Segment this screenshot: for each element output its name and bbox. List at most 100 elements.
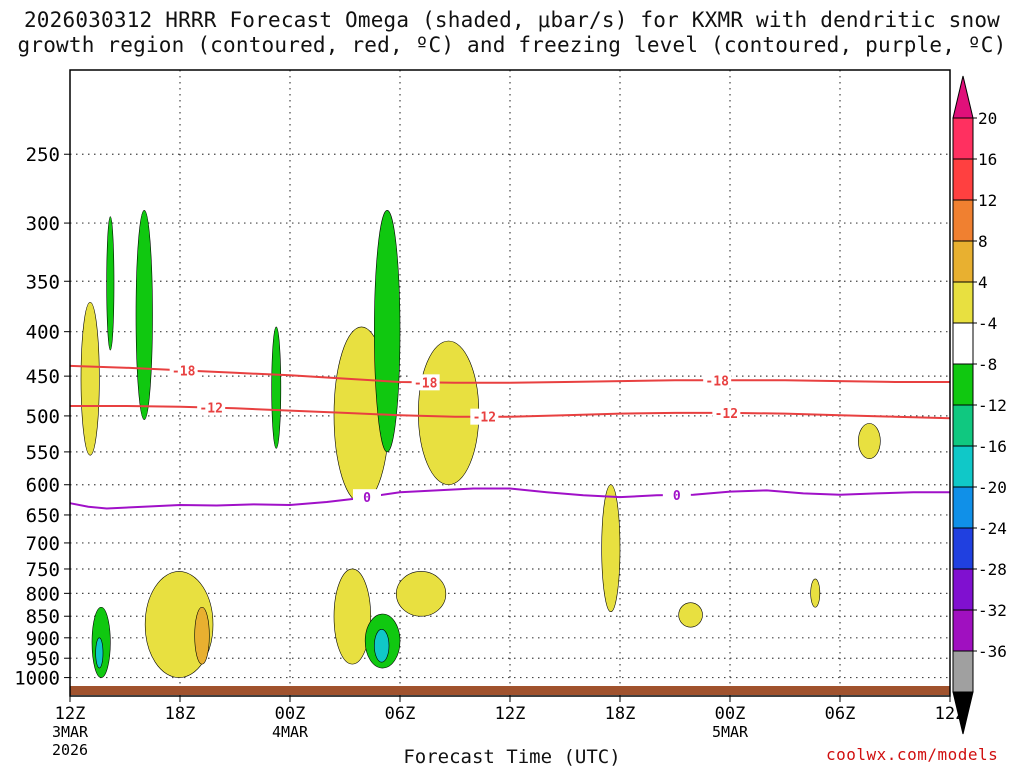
freezing-level-contour-label-bg — [662, 486, 691, 503]
dgz-minus18-contour — [69, 364, 950, 384]
colorbar-segment — [952, 158, 974, 201]
freezing-level-contour-label-bg — [353, 489, 381, 506]
omega-region — [271, 326, 282, 449]
x-tick-label: 18Z — [605, 704, 636, 724]
x-tick-date: 4MAR — [272, 723, 309, 741]
dgz-minus12-contour-label-bg — [712, 404, 741, 421]
y-tick-label: 250 — [26, 144, 60, 166]
y-tick-label: 650 — [26, 505, 60, 527]
dgz-minus12-contour-label-bg — [197, 399, 226, 416]
chart-title-line-2: growth region (contoured, red, ºC) and f… — [17, 33, 1007, 57]
omega-region — [858, 423, 881, 459]
colorbar-label: 12 — [978, 191, 997, 210]
freezing-level-contour — [69, 487, 950, 510]
colorbar-label: -4 — [978, 314, 997, 333]
colorbar-segment — [952, 568, 974, 611]
omega-region — [678, 602, 703, 628]
x-tick-label: 00Z — [715, 704, 746, 724]
y-tick-label: 950 — [26, 648, 60, 670]
colorbar-segment — [952, 363, 974, 406]
colorbar-top-arrow — [952, 75, 974, 119]
omega-region — [135, 209, 153, 420]
dgz-minus12-contour-label: -12 — [715, 407, 738, 422]
x-tick-label: 12Z — [55, 704, 86, 724]
y-tick-label: 1000 — [14, 668, 60, 690]
omega-region — [418, 340, 480, 486]
contour-lines: -18 -18 -18 -12 -12 -12 0 0 — [69, 362, 951, 510]
colorbar-segment — [952, 486, 974, 529]
y-tick-label: 400 — [26, 322, 60, 344]
dgz-minus18-contour-label: -18 — [172, 364, 196, 379]
y-tick-label: 550 — [26, 442, 60, 464]
x-tick-year: 2026 — [52, 741, 88, 759]
y-tick-label: 350 — [26, 271, 60, 293]
chart-title-line-1: 2026030312 HRRR Forecast Omega (shaded, … — [23, 8, 1001, 32]
colorbar-segment — [952, 240, 974, 283]
omega-region — [374, 209, 401, 453]
x-tick-label: 00Z — [275, 704, 306, 724]
freezing-level-contour-label: 0 — [363, 491, 371, 506]
colorbar-label: 16 — [978, 150, 997, 169]
colorbar-segment — [952, 404, 974, 447]
dgz-minus18-contour-label-bg — [411, 374, 440, 391]
omega-region — [95, 637, 104, 669]
colorbar-bottom-arrow — [952, 691, 974, 735]
omega-region — [810, 578, 821, 608]
colorbar-segment — [952, 445, 974, 488]
x-tick-label: 06Z — [385, 704, 416, 724]
omega-region — [601, 484, 621, 613]
colorbar-label: -12 — [978, 396, 1007, 415]
y-tick-label: 900 — [26, 628, 60, 650]
x-tick-date: 3MAR — [52, 723, 89, 741]
colorbar-label: -16 — [978, 437, 1007, 456]
x-tick-label: 12Z — [495, 704, 526, 724]
colorbar-segment — [952, 322, 974, 365]
colorbar-label: -32 — [978, 601, 1007, 620]
terrain-strip — [70, 686, 950, 695]
dgz-minus18-contour-label-bg — [703, 372, 732, 389]
terrain-band — [70, 686, 950, 695]
dgz-minus18-contour-label: -18 — [414, 376, 438, 391]
colorbar-segment — [952, 117, 974, 160]
colorbar-label: -24 — [978, 519, 1007, 538]
x-tick-label: 18Z — [165, 704, 196, 724]
omega-region — [333, 568, 371, 665]
dgz-minus18-contour-label-bg — [169, 362, 198, 379]
dgz-minus12-contour-label-bg — [470, 408, 499, 425]
y-tick-label: 750 — [26, 559, 60, 581]
colorbar-label: -20 — [978, 478, 1007, 497]
colorbar-segment — [952, 609, 974, 652]
colorbar-segment — [952, 527, 974, 570]
omega-region — [194, 606, 210, 665]
omega-region — [80, 301, 100, 456]
y-axis: 2503003504004505005506006507007508008509… — [14, 144, 70, 690]
y-tick-label: 700 — [26, 533, 60, 555]
colorbar-label: -28 — [978, 560, 1007, 579]
colorbar-label: -36 — [978, 642, 1007, 661]
x-tick-date: 5MAR — [712, 723, 749, 741]
omega-region — [106, 216, 115, 351]
dgz-minus12-contour-label: -12 — [199, 402, 222, 417]
colorbar-label: -8 — [978, 355, 997, 374]
credit-link[interactable]: coolwx.com/models — [826, 745, 999, 764]
colorbar-segment — [952, 650, 974, 693]
colorbar-segment — [952, 199, 974, 242]
colorbar-label: 8 — [978, 232, 988, 251]
colorbar-label: 20 — [978, 109, 997, 128]
omega-region — [396, 571, 447, 617]
y-tick-label: 450 — [26, 366, 60, 388]
colorbar: 20 16 12 8 4 -4 -8 -12 -16 -20 -24 -28 -32 -36 — [952, 75, 1007, 735]
colorbar-segment — [952, 281, 974, 324]
dgz-minus12-contour-label: -12 — [473, 411, 496, 426]
colorbar-label: 4 — [978, 273, 988, 292]
omega-shading — [80, 209, 881, 678]
omega-region — [374, 629, 390, 663]
x-axis-title: Forecast Time (UTC) — [403, 746, 621, 768]
y-tick-label: 800 — [26, 583, 60, 605]
y-tick-label: 500 — [26, 406, 60, 428]
freezing-level-contour-label: 0 — [673, 489, 681, 504]
y-tick-label: 600 — [26, 475, 60, 497]
y-tick-label: 850 — [26, 606, 60, 628]
